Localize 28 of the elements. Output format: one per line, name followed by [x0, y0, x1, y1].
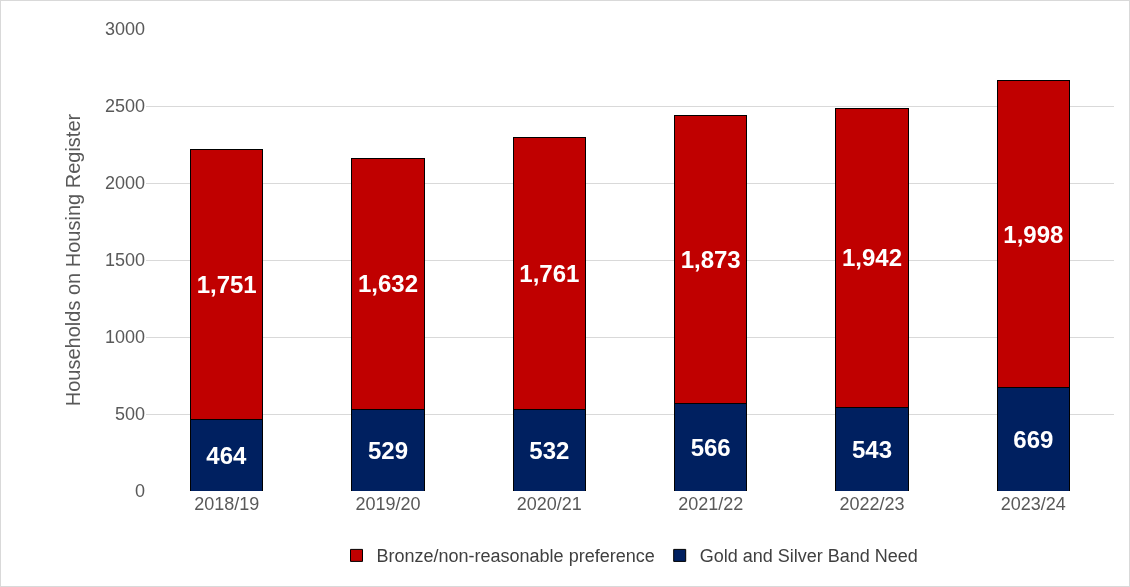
data-label: 1,761 — [519, 259, 580, 287]
data-label: 566 — [690, 433, 731, 461]
y-tick-label: 0 — [134, 481, 145, 502]
data-label: 1,632 — [357, 270, 419, 298]
y-tick-label: 2000 — [104, 173, 145, 194]
legend-label: Bronze/non-reasonable preference — [376, 546, 655, 567]
x-tick-label: 2020/21 — [516, 494, 582, 514]
x-tick-label: 2023/24 — [1000, 494, 1066, 514]
data-label: 1,751 — [196, 271, 257, 299]
y-tick-label: 3000 — [104, 19, 145, 40]
x-tick-label: 2019/20 — [355, 494, 421, 514]
y-axis-title: Households on Housing Register — [62, 113, 85, 407]
y-tick-label: 2500 — [104, 96, 145, 117]
y-tick-label: 1500 — [104, 250, 145, 271]
data-label: 1,942 — [841, 244, 903, 272]
data-label: 543 — [851, 435, 893, 463]
y-tick-label: 500 — [114, 404, 145, 425]
data-label: 1,873 — [680, 246, 741, 274]
x-tick-label: 2022/23 — [839, 494, 905, 514]
data-label: 529 — [367, 436, 409, 464]
y-tick-label: 1000 — [104, 327, 145, 348]
x-tick-label: 2018/19 — [194, 494, 260, 514]
x-tick-label: 2021/22 — [678, 494, 744, 514]
legend-label: Gold and Silver Band Need — [699, 546, 918, 567]
data-label: 669 — [1013, 425, 1054, 453]
data-label: 464 — [206, 441, 248, 469]
data-label: 532 — [529, 436, 570, 464]
data-label: 1,998 — [1003, 220, 1064, 248]
